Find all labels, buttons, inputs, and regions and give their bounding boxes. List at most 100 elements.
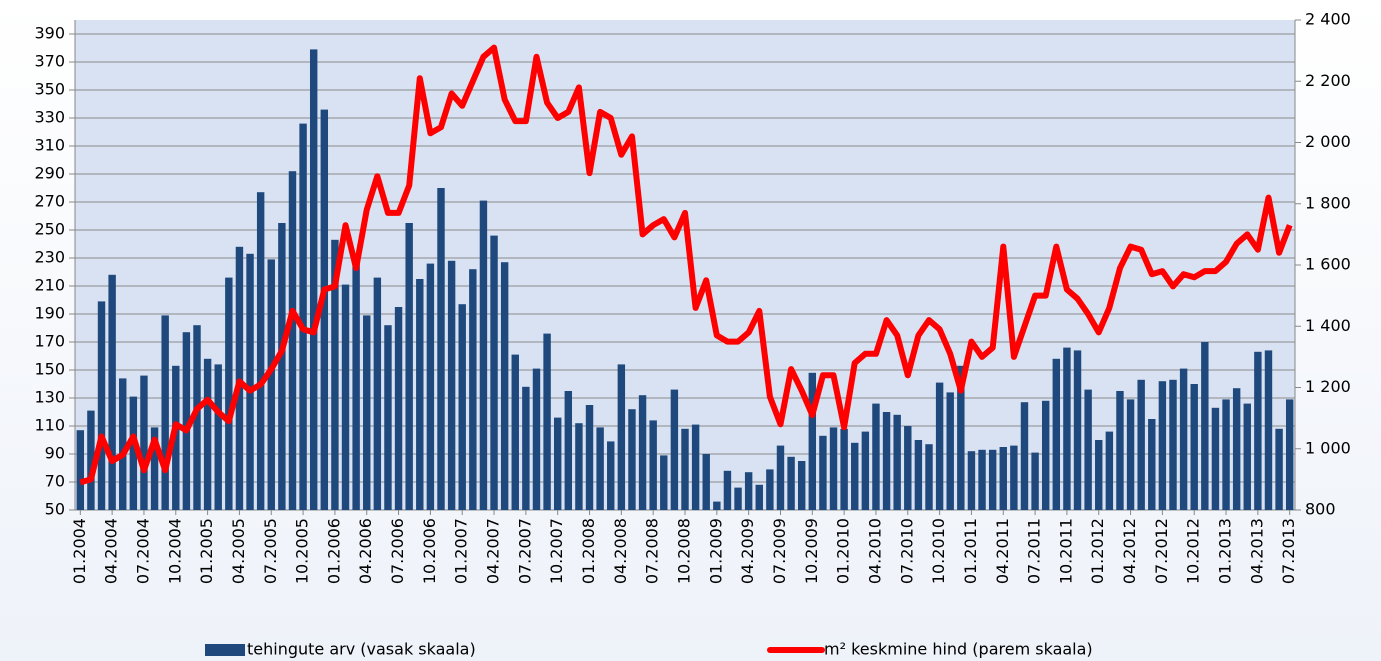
bar — [713, 501, 721, 510]
bar — [829, 427, 838, 510]
x-tick-label: 07.2004 — [133, 518, 152, 584]
x-tick-label: 01.2007 — [452, 518, 471, 584]
bar — [203, 358, 212, 510]
bar — [819, 435, 827, 510]
bar — [288, 171, 297, 510]
bar — [1211, 407, 1220, 510]
bar — [967, 451, 976, 510]
bar — [617, 364, 626, 510]
y-tick-label: 250 — [34, 220, 65, 239]
x-tick-label: 10.2010 — [929, 518, 948, 584]
x-tick-label: 07.2009 — [770, 518, 789, 584]
y-tick-label: 350 — [34, 80, 65, 99]
bar — [1010, 445, 1018, 510]
bar — [882, 412, 891, 510]
bar — [373, 277, 382, 510]
bar — [1169, 379, 1177, 510]
bar — [1116, 391, 1124, 510]
bar — [681, 428, 689, 510]
x-tick-label: 04.2010 — [865, 518, 884, 584]
bar — [575, 423, 583, 510]
bar — [946, 392, 954, 510]
x-tick-label: 07.2012 — [1152, 518, 1171, 584]
y-tick-label: 390 — [34, 24, 65, 43]
bar — [840, 428, 848, 510]
bar — [341, 284, 350, 510]
bar — [861, 431, 870, 510]
legend-label: m² keskmine hind (parem skaala) — [824, 640, 1093, 659]
bar — [182, 332, 191, 510]
bar — [267, 259, 275, 510]
bar — [458, 304, 466, 510]
x-tick-label: 10.2005 — [293, 518, 312, 584]
x-tick-label: 01.2006 — [324, 518, 343, 584]
bar — [1232, 388, 1241, 510]
bar — [649, 420, 657, 510]
x-tick-label: 07.2011 — [1025, 518, 1044, 584]
y-tick-label: 330 — [34, 108, 65, 127]
bar — [1105, 431, 1114, 510]
y-tick-label: 270 — [34, 192, 65, 211]
y2-tick-label: 800 — [1305, 500, 1336, 519]
y2-tick-label: 1 000 — [1305, 438, 1351, 457]
x-tick-label: 10.2004 — [165, 518, 184, 584]
x-tick-label: 01.2005 — [197, 518, 216, 584]
bar — [172, 365, 180, 510]
bar — [607, 441, 615, 510]
bar — [1031, 452, 1039, 510]
bar — [225, 277, 233, 510]
x-tick-label: 10.2011 — [1056, 518, 1075, 584]
bar — [628, 409, 636, 510]
y-tick-label: 290 — [34, 164, 65, 183]
bar — [384, 325, 392, 510]
x-tick-label: 04.2011 — [993, 518, 1012, 584]
bar — [787, 456, 795, 510]
bar — [723, 470, 732, 510]
bar — [309, 49, 318, 511]
bar — [246, 253, 254, 511]
y-tick-label: 50 — [45, 500, 65, 519]
bar — [702, 454, 710, 510]
bar — [1148, 419, 1156, 510]
bar — [161, 315, 169, 510]
y-tick-label: 310 — [34, 136, 65, 155]
bar — [1020, 402, 1029, 510]
bar — [1201, 342, 1209, 510]
bar — [1179, 368, 1188, 510]
x-tick-label: 07.2008 — [643, 518, 662, 584]
x-tick-label: 07.2013 — [1279, 518, 1298, 584]
x-tick-label: 07.2005 — [261, 518, 280, 584]
x-tick-label: 01.2004 — [70, 518, 89, 584]
y2-tick-label: 2 400 — [1305, 10, 1351, 29]
bar — [108, 274, 116, 510]
x-tick-label: 10.2007 — [547, 518, 566, 584]
bar — [1073, 350, 1082, 510]
y2-tick-label: 1 400 — [1305, 316, 1351, 335]
legend-label: tehingute arv (vasak skaala) — [247, 640, 476, 659]
bar — [363, 315, 371, 510]
x-tick-label: 10.2012 — [1184, 518, 1203, 584]
bar — [1126, 399, 1135, 510]
bar — [394, 307, 403, 510]
bar — [469, 269, 477, 510]
bar — [320, 109, 329, 510]
bar — [1052, 358, 1061, 510]
x-tick-label: 10.2006 — [420, 518, 439, 584]
bar — [97, 301, 106, 510]
x-tick-label: 04.2006 — [356, 518, 375, 584]
y-tick-label: 190 — [34, 304, 65, 323]
bar — [744, 472, 753, 510]
x-tick-label: 01.2013 — [1216, 518, 1235, 584]
bar — [214, 364, 222, 510]
bar — [670, 389, 679, 510]
bar — [1264, 350, 1273, 510]
x-tick-label: 04.2013 — [1247, 518, 1266, 584]
bar — [1158, 381, 1167, 510]
bar — [925, 444, 933, 510]
x-tick-label: 07.2010 — [897, 518, 916, 584]
y-tick-label: 230 — [34, 248, 65, 267]
bar — [331, 239, 339, 511]
bar — [119, 378, 127, 510]
